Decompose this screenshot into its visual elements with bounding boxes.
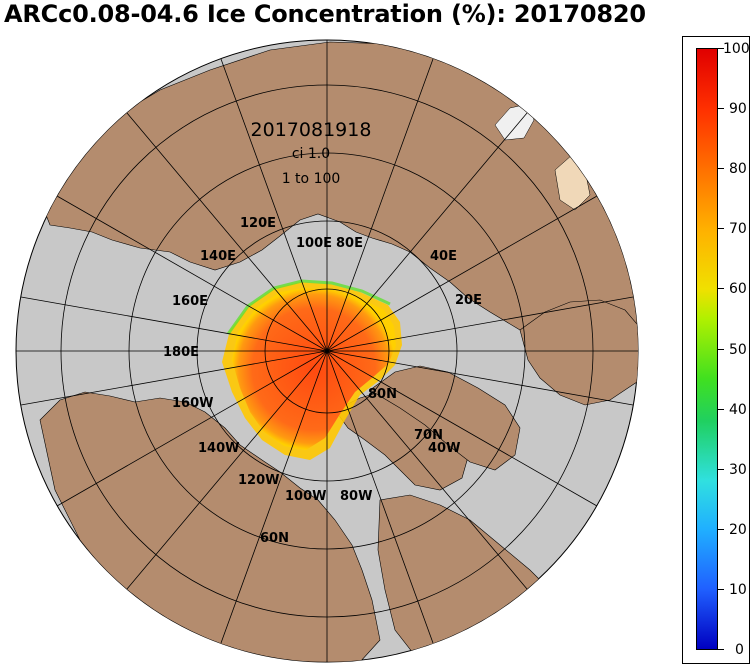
colorbar-tick	[718, 649, 724, 650]
lon-label: 40W	[428, 441, 460, 456]
land-scandinavia	[519, 299, 638, 406]
colorbar-label: 70	[729, 221, 747, 237]
datetime-label: 2017081918	[251, 119, 372, 141]
colorbar-label: 40	[729, 402, 747, 418]
colorbar-tick	[718, 409, 724, 410]
colorbar-tick	[718, 48, 724, 49]
graticule	[16, 40, 638, 662]
colorbar-label: 80	[729, 161, 747, 177]
lat-label: 60N	[260, 531, 289, 546]
lon-label: 180E	[163, 345, 199, 360]
colorbar-label: 90	[729, 101, 747, 117]
lon-label: 160E	[172, 294, 208, 309]
ci-label: ci 1.0	[292, 146, 330, 162]
lon-label: 140E	[200, 249, 236, 264]
colorbar-tick	[718, 349, 724, 350]
colorbar-tick	[718, 529, 724, 530]
colorbar-frame: 100 90 80 70 60 50 40 30 20 10 0	[682, 36, 750, 664]
colorbar-label: 0	[735, 642, 744, 658]
lon-label: 160W	[172, 396, 213, 411]
lon-label: 120W	[238, 473, 279, 488]
colorbar-tick	[718, 589, 724, 590]
colorbar-label: 30	[729, 462, 747, 478]
map-title: ARCc0.08-04.6 Ice Concentration (%): 201…	[4, 0, 646, 28]
range-label: 1 to 100	[282, 171, 341, 187]
lon-label: 80W	[340, 489, 372, 504]
land-greenland	[369, 365, 521, 471]
colorbar-label: 50	[729, 342, 747, 358]
colorbar-tick	[718, 168, 724, 169]
colorbar-label: 100	[723, 41, 750, 57]
lon-label: 40E	[430, 249, 457, 264]
lon-label: 80E	[336, 236, 363, 251]
colorbar-tick	[718, 469, 724, 470]
lon-label: 100E	[296, 236, 332, 251]
colorbar-label: 20	[729, 522, 747, 538]
lon-label: 140W	[198, 441, 239, 456]
sea-ice-pack	[232, 288, 396, 450]
colorbar-label: 10	[729, 582, 747, 598]
ice-cap-svalbard	[494, 103, 535, 141]
colorbar-gradient	[696, 48, 718, 650]
colorbar-tick	[718, 288, 724, 289]
lat-label: 80N	[368, 387, 397, 402]
lon-label: 120E	[240, 216, 276, 231]
colorbar-label: 60	[729, 281, 747, 297]
lon-label: 100W	[285, 489, 326, 504]
lon-label: 20E	[455, 293, 482, 308]
colorbar-tick	[718, 228, 724, 229]
polar-stereographic-map: 2017081918 ci 1.0 1 to 100 120E 100E 80E…	[15, 39, 639, 663]
colorbar-tick	[718, 108, 724, 109]
lat-label: 70N	[414, 428, 443, 443]
